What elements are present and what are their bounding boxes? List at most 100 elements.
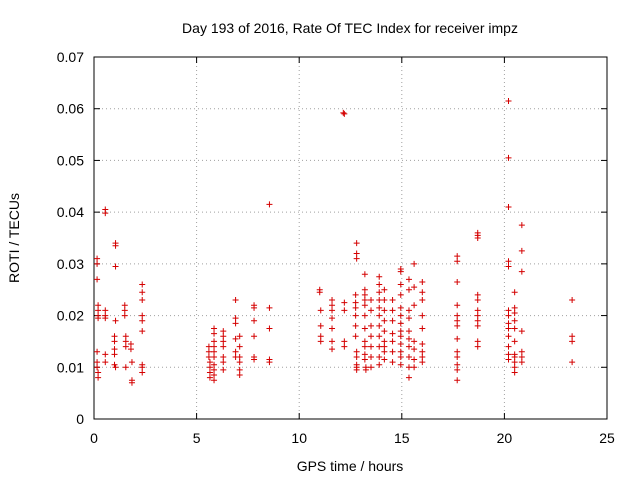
- data-point: [474, 322, 481, 329]
- data-point: [405, 328, 412, 335]
- data-point: [389, 330, 396, 337]
- data-point: [341, 110, 348, 117]
- data-point: [251, 317, 258, 324]
- data-point: [211, 353, 218, 360]
- data-point: [376, 343, 383, 350]
- axis-ticks: 0 5 10 15 20 25 0 0.01 0.02 0.03 0.04 0.05 0.06 0.07: [57, 49, 615, 446]
- data-point: [317, 322, 324, 329]
- data-point: [329, 346, 336, 353]
- data-point: [454, 302, 461, 309]
- data-point: [266, 359, 273, 366]
- data-point: [376, 304, 383, 311]
- data-point: [102, 351, 109, 358]
- data-point: [518, 247, 525, 254]
- data-point: [511, 325, 518, 332]
- data-point: [397, 328, 404, 335]
- data-point: [329, 307, 336, 314]
- data-point: [505, 351, 512, 358]
- chart-title: Day 193 of 2016, Rate Of TEC Index for r…: [182, 20, 518, 36]
- y-tick-label: 0.06: [57, 101, 84, 117]
- data-point: [454, 335, 461, 342]
- data-point: [368, 343, 375, 350]
- data-point: [474, 317, 481, 324]
- data-point: [518, 328, 525, 335]
- data-point: [317, 338, 324, 345]
- data-point: [505, 343, 512, 350]
- data-point: [454, 361, 461, 368]
- grid-lines: [94, 57, 607, 419]
- data-point: [368, 333, 375, 340]
- x-axis-label: GPS time / hours: [297, 458, 404, 474]
- data-point: [95, 302, 102, 309]
- data-point: [376, 312, 383, 319]
- data-point: [102, 210, 109, 217]
- data-point: [389, 359, 396, 366]
- data-point: [353, 240, 360, 247]
- x-tick-label: 5: [193, 430, 201, 446]
- data-point: [405, 307, 412, 314]
- data-point: [266, 201, 273, 208]
- data-point: [389, 297, 396, 304]
- data-point: [266, 325, 273, 332]
- data-point: [411, 356, 418, 363]
- data-point: [454, 317, 461, 324]
- data-point: [206, 369, 213, 376]
- data-point: [211, 377, 218, 384]
- y-tick-label: 0.04: [57, 204, 84, 220]
- data-point: [352, 291, 359, 298]
- data-point: [397, 304, 404, 311]
- data-point: [381, 317, 388, 324]
- data-point: [341, 343, 348, 350]
- data-point: [94, 348, 101, 355]
- data-point: [361, 297, 368, 304]
- data-point: [454, 322, 461, 329]
- plot-area-frame: [93, 56, 608, 420]
- data-point: [127, 346, 134, 353]
- data-point: [505, 325, 512, 332]
- data-point: [139, 328, 146, 335]
- data-point: [474, 312, 481, 319]
- data-point: [139, 364, 146, 371]
- data-point: [454, 353, 461, 360]
- data-point: [389, 348, 396, 355]
- data-point: [474, 307, 481, 314]
- data-point: [329, 325, 336, 332]
- data-point: [94, 255, 101, 262]
- data-point: [411, 338, 418, 345]
- data-point: [397, 353, 404, 360]
- data-point: [381, 356, 388, 363]
- data-point: [122, 343, 129, 350]
- data-point: [352, 299, 359, 306]
- data-point: [139, 281, 146, 288]
- data-point: [405, 286, 412, 293]
- data-point: [454, 258, 461, 265]
- data-point: [211, 343, 218, 350]
- data-point: [95, 315, 102, 322]
- data-point: [419, 348, 426, 355]
- data-point: [352, 304, 359, 311]
- data-point: [112, 242, 119, 249]
- data-point: [376, 289, 383, 296]
- data-point: [211, 330, 218, 337]
- data-point: [139, 369, 146, 376]
- data-point: [505, 263, 512, 270]
- data-point: [251, 356, 258, 363]
- data-point: [361, 291, 368, 298]
- y-tick-label: 0.07: [57, 49, 84, 65]
- data-point: [411, 260, 418, 267]
- data-point: [474, 338, 481, 345]
- data-point: [368, 307, 375, 314]
- data-point: [411, 346, 418, 353]
- data-point: [220, 333, 227, 340]
- data-point: [206, 359, 213, 366]
- data-point: [368, 297, 375, 304]
- data-point: [381, 348, 388, 355]
- data-point: [376, 273, 383, 280]
- data-point: [232, 320, 239, 327]
- data-point: [251, 333, 258, 340]
- data-point: [376, 333, 383, 340]
- data-point: [205, 343, 212, 350]
- data-point: [122, 364, 129, 371]
- data-point: [419, 312, 426, 319]
